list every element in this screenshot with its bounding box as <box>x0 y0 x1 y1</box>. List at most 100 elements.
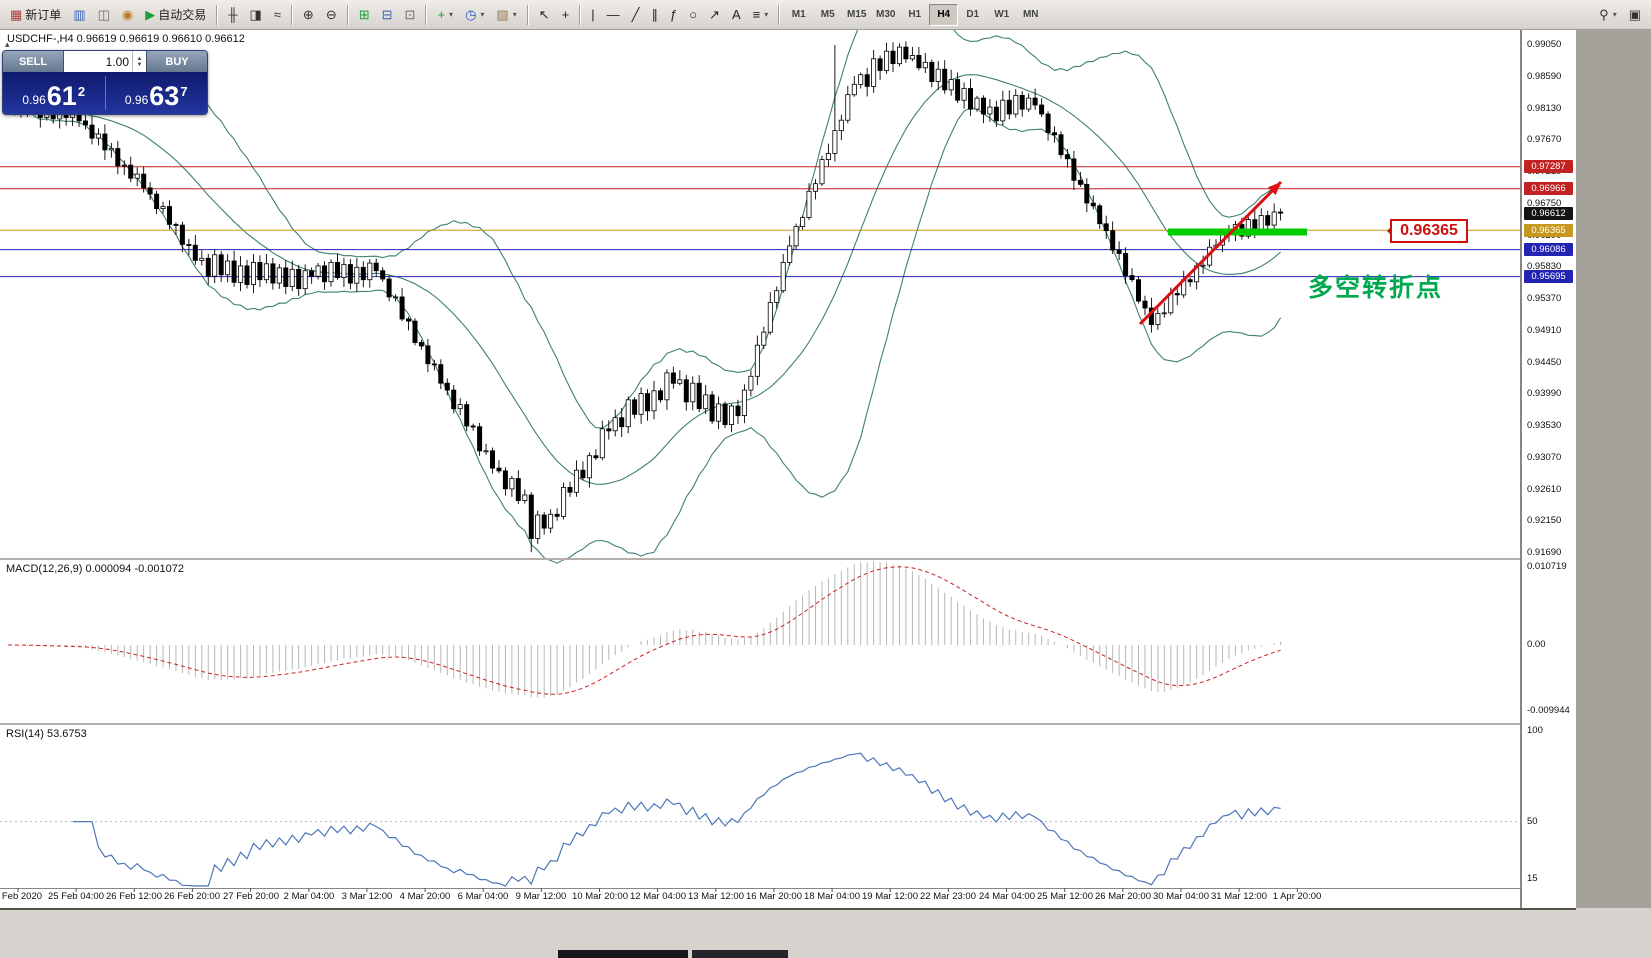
cursor-button[interactable]: ↖ <box>534 3 555 27</box>
zoom-out-button[interactable]: ⊖ <box>321 3 342 27</box>
autotrading-button[interactable]: ▶ 自动交易 <box>140 3 211 27</box>
templates-button[interactable]: ▨ ▾ <box>491 3 521 27</box>
toolbar-separator <box>216 4 219 25</box>
one-click-panel: SELL 1.00 ▲ ▼ BUY 0.96 61 2 <box>2 50 208 115</box>
one-click-collapse-button[interactable]: ▴ <box>5 39 10 49</box>
time-axis-label: 10 Mar 20:00 <box>572 891 628 902</box>
channel-button[interactable]: ∥ <box>646 3 663 27</box>
crosshair-button[interactable]: + <box>557 3 575 27</box>
volume-value[interactable]: 1.00 <box>105 54 129 69</box>
time-axis-label: 16 Mar 20:00 <box>746 891 802 902</box>
price-axis-label: 0.92610 <box>1527 484 1562 495</box>
candlestick-button[interactable]: ◨ <box>244 3 266 27</box>
one-click-header: SELL 1.00 ▲ ▼ BUY <box>3 51 207 72</box>
shapes-button[interactable]: ○ <box>684 3 702 27</box>
bid-big-digits: 61 <box>46 81 77 111</box>
rsi-line[interactable] <box>72 752 1281 887</box>
time-axis-label: 18 Mar 04:00 <box>804 891 860 902</box>
price-axis-label: 0.95370 <box>1527 293 1562 304</box>
timeframe-h1[interactable]: H1 <box>908 9 922 20</box>
horizontal-line-button[interactable]: — <box>602 3 625 27</box>
price-axis-label: 0.92150 <box>1527 515 1562 526</box>
auto-arrange-button[interactable]: ⊡ <box>400 3 421 27</box>
main-toolbar: ▦ 新订单 ▥ ◫ ◉ ▶ 自动交易 ╫ ◨ ≈ ⊕ ⊖ ⊞ ⊟ ⊡ + ▾ ◷ ▾ ▨ ▾ ↖ + | — ╱ ∥ ƒ ○ ↗ A ≡ ▾ M1… <box>0 0 1651 30</box>
timeframe-w1[interactable]: W1 <box>994 9 1010 20</box>
line-chart-button[interactable]: ≈ <box>269 3 286 27</box>
bollinger-middle-band[interactable] <box>33 74 1281 485</box>
symbol-search-button[interactable]: ⚲ ▾ <box>1594 3 1622 27</box>
taskbar-item[interactable] <box>558 950 688 958</box>
tile-windows-icon: ⊞ <box>358 7 370 22</box>
periods-button[interactable]: ◷ ▾ <box>460 3 489 27</box>
timeframe-m30[interactable]: M30 <box>876 9 896 20</box>
horizontal-line-icon: — <box>606 7 620 22</box>
charts-window-button[interactable]: ▥ <box>68 3 90 27</box>
spinner-down-icon[interactable]: ▼ <box>136 61 143 68</box>
volume-field[interactable]: 1.00 ▲ ▼ <box>63 51 147 72</box>
window-mode-button[interactable]: ▣ <box>1624 3 1646 27</box>
window-mode-icon: ▣ <box>1628 7 1641 22</box>
new-order-button[interactable]: ▦ 新订单 <box>5 3 66 27</box>
bollinger-upper-band[interactable] <box>33 30 1281 429</box>
tile-windows-button[interactable]: ⊞ <box>354 3 375 27</box>
chevron-down-icon: ▾ <box>480 10 485 19</box>
time-axis-label: 25 Feb 04:00 <box>48 891 104 902</box>
alerts-icon: ◉ <box>121 7 134 22</box>
price-axis-label: 0.96750 <box>1527 198 1562 209</box>
chart-plot[interactable] <box>0 30 1576 908</box>
chart-window: USDCHF-,H4 0.96619 0.96619 0.96610 0.966… <box>0 30 1576 910</box>
price-axis-label: 0.93530 <box>1527 420 1562 431</box>
ask-prefix: 0.96 <box>124 93 149 107</box>
price-line-tag: 0.95695 <box>1524 270 1573 283</box>
crosshair-icon: + <box>561 7 570 22</box>
bid-price[interactable]: 0.96 61 2 <box>3 72 105 114</box>
timeframe-m1[interactable]: M1 <box>791 9 806 20</box>
annotation-text[interactable]: 多空转折点 <box>1308 274 1444 302</box>
macd-signal-line[interactable] <box>7 566 1281 695</box>
indicators-icon: + <box>437 7 446 22</box>
timeframe-h4[interactable]: H4 <box>929 3 959 26</box>
buy-button[interactable]: BUY <box>147 51 207 72</box>
profiles-button[interactable]: ◫ <box>93 3 115 27</box>
arrows-button[interactable]: ↗ <box>704 3 725 27</box>
trend-arrow-head <box>1267 182 1281 196</box>
bid-pipette: 2 <box>77 84 86 99</box>
timeframe-m15[interactable]: M15 <box>847 9 867 20</box>
macd-axis-label: -0.009944 <box>1527 705 1570 716</box>
price-axis[interactable]: 0.990500.985900.981300.976700.972100.967… <box>1521 30 1576 908</box>
cascade-windows-button[interactable]: ⊟ <box>377 3 398 27</box>
bollinger-lower-band[interactable] <box>33 107 1282 564</box>
cycle-lines-button[interactable]: ≡ ▾ <box>748 3 774 27</box>
rsi-axis-label: 100 <box>1527 725 1543 736</box>
time-axis-label: 25 Mar 12:00 <box>1037 891 1093 902</box>
ask-price[interactable]: 0.96 63 7 <box>106 72 208 114</box>
text-button[interactable]: A <box>727 3 746 27</box>
trendline-button[interactable]: ╱ <box>627 3 645 27</box>
vertical-line-button[interactable]: | <box>586 3 599 27</box>
templates-icon: ▨ <box>496 7 509 22</box>
green-highlight-bar[interactable] <box>1168 228 1307 236</box>
zoom-in-button[interactable]: ⊕ <box>298 3 319 27</box>
taskbar-item[interactable] <box>692 950 788 958</box>
fibonacci-button[interactable]: ƒ <box>665 3 682 27</box>
price-callout[interactable]: 0.96365 <box>1387 219 1468 243</box>
timeframe-mn[interactable]: MN <box>1022 9 1039 20</box>
trend-arrow[interactable] <box>1138 180 1283 326</box>
toolbar-right: ⚲ ▾ ▣ <box>1593 3 1647 27</box>
sell-button[interactable]: SELL <box>3 51 63 72</box>
symbol-ohlc-info: USDCHF-,H4 0.96619 0.96619 0.96610 0.966… <box>7 33 245 45</box>
one-click-prices: 0.96 61 2 0.96 63 7 <box>3 72 207 114</box>
indicators-button[interactable]: + ▾ <box>432 3 458 27</box>
alerts-button[interactable]: ◉ <box>117 3 138 27</box>
vertical-line-icon: | <box>591 7 595 22</box>
price-axis-label: 0.91690 <box>1527 547 1562 558</box>
price-line-tag: 0.97287 <box>1524 160 1573 173</box>
spinner-up-icon[interactable]: ▲ <box>136 55 143 62</box>
bar-chart-button[interactable]: ╫ <box>223 3 242 27</box>
timeframe-m5[interactable]: M5 <box>820 9 835 20</box>
timeframe-d1[interactable]: D1 <box>966 9 980 20</box>
rsi-axis-label: 50 <box>1527 816 1538 827</box>
toolbar-separator <box>526 4 529 25</box>
volume-spinner[interactable]: ▲ ▼ <box>132 51 146 72</box>
